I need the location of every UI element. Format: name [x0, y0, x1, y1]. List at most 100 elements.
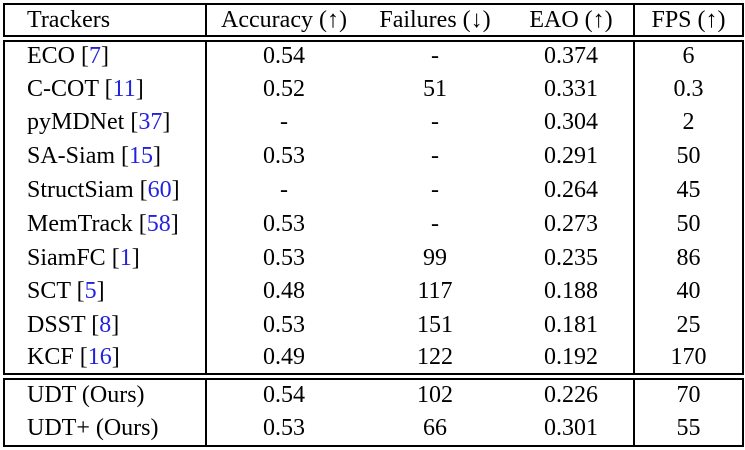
- tracker-row: DSST [8] 0.53 151 0.181 25: [4, 308, 743, 343]
- cell-eao: 0.273: [544, 210, 598, 237]
- cell-tracker-name: DSST [8]: [4, 308, 207, 343]
- cell-eao: 0.264: [544, 176, 598, 203]
- tracker-name: C-COT: [27, 75, 99, 102]
- table-header: Trackers Accuracy (↑) Failures (↓) EAO (↑) F…: [4, 4, 743, 42]
- cell-fps: 45: [633, 173, 743, 208]
- column-header-accuracy: Accuracy (↑): [206, 4, 361, 42]
- cell-tracker-name: UDT+ (Ours): [4, 411, 207, 446]
- cell-eao: 0.331: [544, 75, 598, 102]
- cell-tracker-name: MemTrack [58]: [4, 207, 207, 241]
- cell-eao: 0.226: [509, 372, 634, 412]
- tracker-row: MemTrack [58] 0.53 - 0.273 50: [4, 207, 743, 241]
- cell-eao: 0.304: [544, 109, 598, 136]
- column-header-eao: EAO (↑): [509, 4, 634, 42]
- cell-failures: 117: [417, 278, 453, 305]
- cell-failures: 66: [423, 414, 447, 441]
- ours-row: UDT (Ours) 0.54 102 0.226 70: [4, 372, 743, 412]
- cell-accuracy: 0.52: [263, 75, 305, 102]
- cell-accuracy: 0.48: [263, 278, 305, 305]
- cell-failures: -: [431, 109, 439, 136]
- header-row: Trackers Accuracy (↑) Failures (↓) EAO (↑) F…: [4, 4, 743, 42]
- tracker-name: UDT (Ours): [27, 382, 145, 409]
- trackers-body: ECO [7] 0.54 - 0.374 6 C-COT [11] 0.52 51 0.331 0…: [4, 38, 743, 377]
- cell-failures: 151: [417, 312, 453, 339]
- cell-failures: 102: [361, 372, 509, 412]
- cell-fps: 6: [633, 38, 743, 72]
- cell-eao: 0.181: [544, 312, 598, 339]
- cell-fps: 25: [633, 308, 743, 343]
- tracker-row: ECO [7] 0.54 - 0.374 6: [4, 38, 743, 72]
- cell-fps: 40: [633, 274, 743, 309]
- cell-failures: 99: [423, 244, 447, 271]
- tracker-name: StructSiam: [27, 176, 134, 203]
- citation-link[interactable]: 60: [147, 176, 172, 203]
- citation-link[interactable]: 58: [146, 210, 171, 237]
- cell-eao: 0.291: [544, 143, 598, 170]
- tracker-name: SiamFC: [27, 244, 106, 271]
- cell-failures: -: [431, 210, 439, 237]
- tracker-row: SiamFC [1] 0.53 99 0.235 86: [4, 240, 743, 275]
- cell-accuracy: -: [280, 176, 288, 203]
- cell-failures: 122: [417, 344, 453, 371]
- tracker-name: UDT+ (Ours): [27, 414, 159, 441]
- citation-link[interactable]: 37: [138, 109, 163, 136]
- tracker-row: KCF [16] 0.49 122 0.192 170: [4, 342, 743, 377]
- cell-accuracy: 0.54: [206, 372, 361, 412]
- cell-fps: 50: [633, 139, 743, 174]
- tracker-name: DSST: [27, 312, 86, 339]
- cell-failures: -: [431, 176, 439, 203]
- cell-accuracy: 0.53: [263, 414, 305, 441]
- tracker-name: SA-Siam: [27, 143, 116, 170]
- citation-link[interactable]: 1: [119, 244, 132, 271]
- cell-fps: 170: [633, 342, 743, 377]
- cell-tracker-name: StructSiam [60]: [4, 173, 207, 208]
- ours-body: UDT (Ours) 0.54 102 0.226 70 UDT+ (Ours) 0.53 6…: [4, 372, 743, 446]
- column-header-fps: FPS (↑): [633, 4, 743, 42]
- cell-fps: 2: [633, 105, 743, 140]
- tracker-comparison-table: Trackers Accuracy (↑) Failures (↓) EAO (↑) F…: [3, 3, 744, 447]
- citation-link[interactable]: 8: [99, 312, 112, 339]
- citation-link[interactable]: 11: [112, 75, 136, 102]
- citation-link[interactable]: 5: [84, 278, 97, 305]
- cell-accuracy: 0.49: [263, 344, 305, 371]
- cell-accuracy: 0.54: [263, 43, 305, 70]
- column-header-trackers: Trackers: [4, 4, 207, 42]
- cell-tracker-name: pyMDNet [37]: [4, 105, 207, 140]
- cell-eao: 0.192: [544, 344, 598, 371]
- cell-tracker-name: SCT [5]: [4, 274, 207, 309]
- cell-failures: -: [431, 143, 439, 170]
- cell-accuracy: 0.53: [263, 244, 305, 271]
- tracker-row: SA-Siam [15] 0.53 - 0.291 50: [4, 139, 743, 174]
- cell-tracker-name: KCF [16]: [4, 342, 207, 377]
- cell-fps: 55: [633, 411, 743, 446]
- cell-failures: -: [431, 43, 439, 70]
- cell-eao: 0.235: [544, 244, 598, 271]
- cell-accuracy: 0.53: [263, 312, 305, 339]
- cell-fps: 50: [633, 207, 743, 241]
- tracker-name: KCF: [27, 344, 74, 371]
- cell-eao: 0.301: [544, 414, 598, 441]
- cell-eao: 0.188: [544, 278, 598, 305]
- tracker-row: SCT [5] 0.48 117 0.188 40: [4, 274, 743, 309]
- citation-link[interactable]: 16: [87, 344, 112, 371]
- cell-tracker-name: SiamFC [1]: [4, 240, 207, 275]
- tracker-row: pyMDNet [37] - - 0.304 2: [4, 105, 743, 140]
- cell-fps: 0.3: [633, 71, 743, 106]
- cell-tracker-name: C-COT [11]: [4, 71, 207, 106]
- cell-eao: 0.374: [544, 43, 598, 70]
- cell-failures: 51: [423, 75, 447, 102]
- citation-link[interactable]: 15: [129, 143, 154, 170]
- tracker-name: ECO: [27, 43, 75, 70]
- citation-link[interactable]: 7: [89, 43, 101, 70]
- cell-tracker-name: SA-Siam [15]: [4, 139, 207, 174]
- tracker-row: C-COT [11] 0.52 51 0.331 0.3: [4, 71, 743, 106]
- cell-accuracy: 0.53: [263, 210, 305, 237]
- cell-accuracy: 0.53: [263, 143, 305, 170]
- tracker-name: MemTrack: [27, 210, 133, 237]
- cell-tracker-name: UDT (Ours): [4, 372, 207, 412]
- cell-fps: 70: [633, 372, 743, 412]
- tracker-name: pyMDNet: [27, 109, 125, 136]
- cell-fps: 86: [633, 240, 743, 275]
- tracker-name: SCT: [27, 278, 71, 305]
